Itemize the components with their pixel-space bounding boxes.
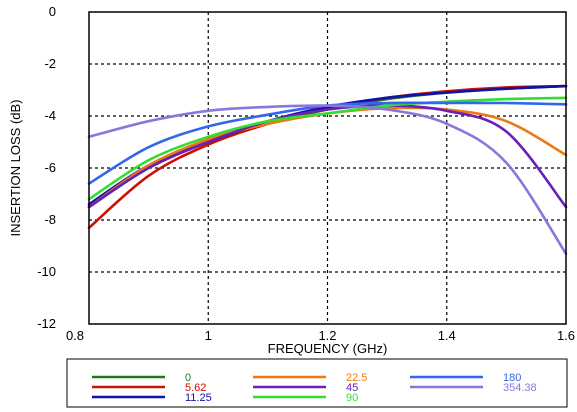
legend-box: [66, 358, 568, 408]
legend-item: 5.62: [92, 382, 206, 394]
y-tick-label: -6: [44, 160, 56, 175]
legend-item: 0: [92, 372, 191, 384]
y-tick-label: 0: [49, 4, 56, 19]
y-tick-label: -10: [37, 264, 56, 279]
legend-label: 11.25: [185, 392, 212, 404]
series-line-45: [87, 104, 568, 209]
legend-label: 45: [346, 382, 358, 394]
x-tick-label: 1: [205, 328, 212, 343]
x-tick-label: 1.2: [318, 328, 336, 343]
legend-item: 22.5: [253, 372, 367, 384]
legend-item: 90: [253, 392, 358, 404]
y-tick-label: -12: [37, 316, 56, 331]
x-tick-label: 1.4: [438, 328, 456, 343]
legend-label: 354.38: [503, 382, 537, 394]
series-line-354-38: [87, 104, 568, 256]
legend-label: 90: [346, 392, 358, 404]
y-tick-label: -2: [44, 56, 56, 71]
x-tick-labels: 0.8 1 1.2 1.4 1.6: [66, 328, 575, 343]
legend-item: 180: [410, 372, 521, 384]
legend-item: 354.38: [410, 382, 537, 394]
legend-label: 0: [185, 372, 191, 384]
legend-label: 22.5: [346, 372, 367, 384]
x-tick-label: 0.8: [66, 328, 84, 343]
legend-label: 180: [503, 372, 521, 384]
legend-label: 5.62: [185, 382, 206, 394]
x-axis-label: FREQUENCY (GHz): [268, 341, 388, 356]
legend-item: 45: [253, 382, 358, 394]
plot-frame: [88, 11, 567, 325]
y-tick-labels: 0 -2 -4 -6 -8 -10 -12: [37, 4, 56, 331]
y-tick-label: -8: [44, 212, 56, 227]
y-tick-label: -4: [44, 108, 56, 123]
legend-item: 11.25: [92, 392, 212, 404]
series-lines: [87, 84, 568, 256]
y-axis-label: INSERTION LOSS (dB): [8, 99, 23, 236]
x-tick-label: 1.6: [557, 328, 575, 343]
series-line-90: [87, 96, 568, 201]
